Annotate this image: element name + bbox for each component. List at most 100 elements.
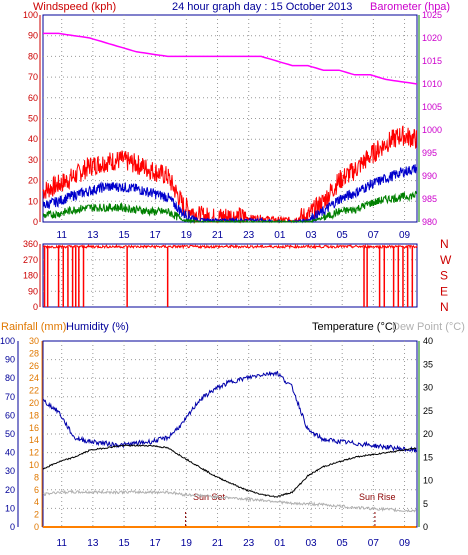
temperature-y-tick-label: 10 [423, 476, 433, 486]
temp-x-tick-label: 03 [305, 538, 317, 549]
dewpoint-axis-title: Dew Point (°C) [392, 321, 465, 333]
temp-x-tick-label: 13 [87, 538, 99, 549]
direction-compass-label: W [440, 253, 452, 267]
rainfall-y-tick-label: 14 [29, 435, 39, 445]
temp-x-tick-label: 19 [181, 538, 193, 549]
rainfall-y-tick-label: 20 [29, 398, 39, 408]
barometer-y-tick-label: 1005 [422, 102, 442, 112]
temperature-y-tick-label: 30 [423, 383, 433, 393]
rainfall-y-tick-label: 28 [29, 348, 39, 358]
wind-y-tick-label: 0 [33, 217, 38, 227]
barometer-y-tick-label: 1000 [422, 125, 442, 135]
direction-compass-label: N [440, 237, 449, 251]
wind-y-tick-label: 20 [28, 176, 38, 186]
temperature-line [42, 444, 417, 498]
wind-x-tick-label: 11 [57, 230, 68, 241]
rainfall-y-tick-label: 18 [29, 410, 39, 420]
temp-x-tick-label: 21 [212, 538, 224, 549]
wind-x-tick-label: 09 [399, 230, 411, 241]
wind-y-tick-label: 90 [28, 31, 38, 41]
wind-y-tick-label: 70 [28, 72, 38, 82]
rainfall-y-tick-label: 10 [29, 460, 39, 470]
wind-y-tick-label: 40 [28, 134, 38, 144]
dewpoint-line [42, 489, 417, 513]
temperature-y-tick-label: 25 [423, 406, 433, 416]
wind-average-line [42, 164, 417, 224]
wind-x-tick-label: 01 [274, 230, 286, 241]
humidity-y-tick-label: 80 [5, 373, 15, 383]
rainfall-y-tick-label: 2 [34, 510, 39, 520]
sunrise-label: Sun Rise [359, 492, 396, 502]
temperature-y-tick-label: 40 [423, 336, 433, 346]
wind-y-tick-label: 100 [23, 10, 38, 20]
wind-x-tick-label: 13 [87, 230, 99, 241]
humidity-y-tick-label: 40 [5, 448, 15, 458]
temperature-axis-title: Temperature (°C) [312, 321, 396, 333]
humidity-y-tick-label: 50 [5, 429, 15, 439]
barometer-y-tick-label: 1020 [422, 33, 442, 43]
rainfall-y-tick-label: 22 [29, 386, 39, 396]
wind-y-tick-label: 10 [28, 196, 38, 206]
wind-x-tick-label: 05 [337, 230, 349, 241]
rainfall-y-tick-label: 0 [34, 522, 39, 532]
barometer-y-tick-label: 995 [422, 148, 437, 158]
direction-compass-label: N [440, 300, 449, 314]
wind-y-tick-label: 60 [28, 93, 38, 103]
direction-compass-label: S [440, 269, 448, 283]
barometer-axis-title: Barometer (hpa) [370, 1, 450, 13]
humidity-y-tick-label: 100 [0, 336, 15, 346]
temp-x-tick-label: 01 [274, 538, 286, 549]
direction-compass-label: E [440, 284, 448, 298]
graph-title: 24 hour graph day : 15 October 2013 [172, 1, 352, 13]
temperature-y-tick-label: 20 [423, 429, 433, 439]
rainfall-axis-title: Rainfall (mm) [1, 321, 66, 333]
barometer-y-tick-label: 1025 [422, 10, 442, 20]
rainfall-y-tick-label: 6 [34, 485, 39, 495]
humidity-axis-title: Humidity (%) [66, 321, 129, 333]
temp-x-tick-label: 11 [57, 538, 68, 549]
barometer-y-tick-label: 1015 [422, 56, 442, 66]
barometer-y-tick-label: 985 [422, 194, 437, 204]
rainfall-y-tick-label: 26 [29, 361, 39, 371]
temp-x-tick-label: 05 [337, 538, 349, 549]
chart-marks: 11 13 15 17 19 21 23 01 03 05 07 090102030405060708… [0, 10, 452, 549]
barometer-y-tick-label: 980 [422, 217, 437, 227]
rainfall-y-tick-label: 24 [29, 373, 39, 383]
barometer-line [43, 32, 418, 85]
barometer-y-tick-label: 1010 [422, 79, 442, 89]
direction-y-tick-label: 180 [23, 271, 38, 281]
rainfall-y-tick-label: 30 [29, 336, 39, 346]
wind-x-tick-label: 03 [305, 230, 317, 241]
windspeed-axis-title: Windspeed (kph) [33, 1, 116, 13]
wind-x-tick-label: 19 [181, 230, 193, 241]
direction-line [42, 243, 418, 250]
temperature-y-tick-label: 5 [423, 499, 428, 509]
wind-gust-line [42, 125, 417, 224]
sunset-label: Sun Set [193, 492, 226, 502]
wind-y-tick-label: 30 [28, 155, 38, 165]
wind-y-tick-label: 80 [28, 51, 38, 61]
temperature-y-tick-label: 15 [423, 452, 433, 462]
direction-y-tick-label: 270 [23, 255, 38, 265]
temp-x-tick-label: 15 [118, 538, 130, 549]
humidity-y-tick-label: 90 [5, 355, 15, 365]
temp-x-tick-label: 07 [368, 538, 380, 549]
wind-x-tick-label: 23 [243, 230, 255, 241]
humidity-y-tick-label: 20 [5, 485, 15, 495]
humidity-y-tick-label: 30 [5, 466, 15, 476]
rainfall-y-tick-label: 12 [29, 448, 39, 458]
wind-x-tick-label: 17 [150, 230, 162, 241]
temp-x-tick-label: 23 [243, 538, 255, 549]
humidity-y-tick-label: 0 [10, 522, 15, 532]
wind-x-tick-label: 07 [368, 230, 380, 241]
rainfall-y-tick-label: 16 [29, 423, 39, 433]
humidity-y-tick-label: 60 [5, 410, 15, 420]
humidity-y-tick-label: 70 [5, 392, 15, 402]
temperature-y-tick-label: 0 [423, 522, 428, 532]
temp-x-tick-label: 09 [399, 538, 411, 549]
humidity-line [42, 370, 417, 453]
wind-low-line [42, 190, 417, 224]
wind-y-tick-label: 50 [28, 114, 38, 124]
